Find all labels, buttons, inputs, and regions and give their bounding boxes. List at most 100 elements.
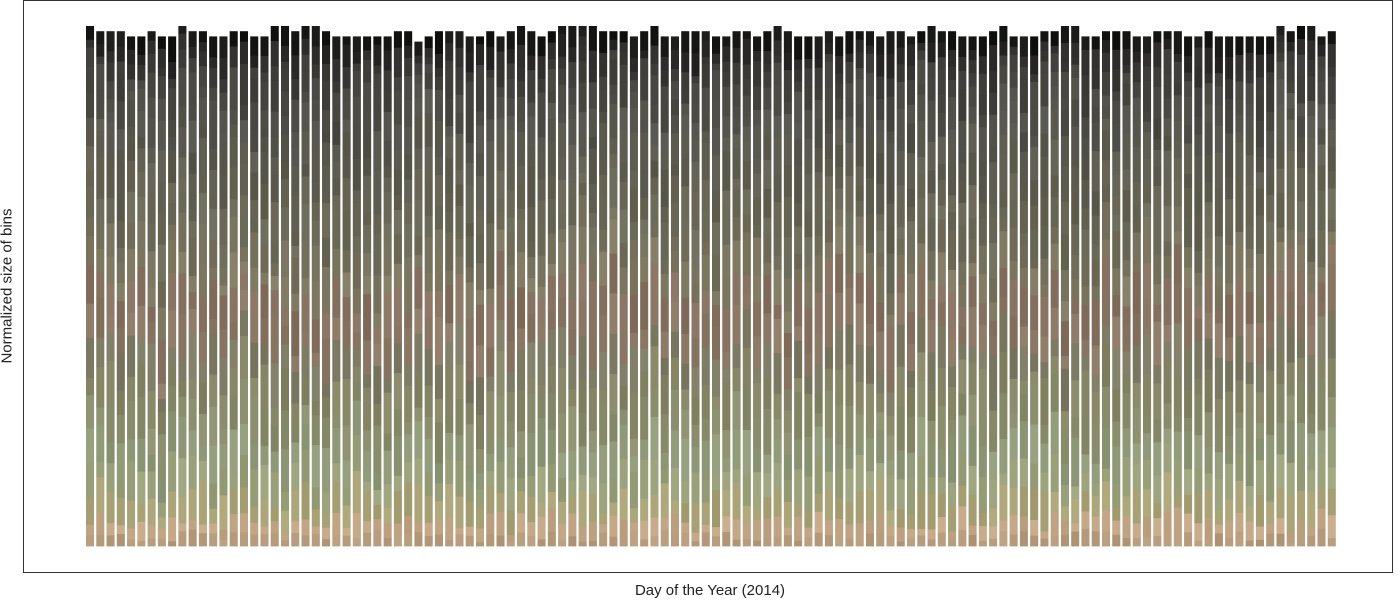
bar-segment <box>568 87 577 105</box>
bar-segment <box>773 26 782 41</box>
bar-segment <box>999 393 1008 440</box>
bar-segment <box>1112 446 1121 484</box>
bar-37 <box>455 31 464 547</box>
bar-segment <box>742 293 751 309</box>
bar-segment <box>958 89 967 121</box>
bar-segment <box>558 67 567 85</box>
bar-segment <box>1286 530 1295 543</box>
bar-segment <box>393 76 402 92</box>
bar-segment <box>865 177 874 216</box>
bar-segment <box>280 206 290 241</box>
bar-segment <box>404 482 413 517</box>
bar-segment <box>106 62 115 82</box>
bar-segment <box>414 74 423 84</box>
bar-segment <box>106 332 115 361</box>
bar-segment <box>629 507 638 523</box>
bar-segment <box>414 457 423 485</box>
bar-segment <box>157 281 166 308</box>
bar-segment <box>250 151 259 173</box>
bar-segment <box>475 234 485 264</box>
bar-segment <box>434 316 443 366</box>
bar-segment <box>712 155 721 192</box>
bar-segment <box>629 107 638 133</box>
bar-segment <box>1194 182 1203 216</box>
bar-segment <box>445 158 454 193</box>
bar-segment <box>198 413 207 446</box>
bar-segment <box>937 94 946 114</box>
bar-segment <box>1122 351 1131 374</box>
bar-segment <box>763 159 772 190</box>
bar-segment <box>691 82 700 106</box>
bar-segment <box>660 169 669 207</box>
bar-segment <box>475 262 485 290</box>
bar-segment <box>322 142 331 167</box>
bar-segment <box>1153 321 1162 366</box>
bar-segment <box>198 382 207 415</box>
bar-segment <box>1163 341 1172 363</box>
bar-segment <box>1040 258 1049 285</box>
bar-segment <box>609 153 618 168</box>
bar-segment <box>455 364 464 400</box>
bar-segment <box>445 42 454 61</box>
bar-segment <box>650 177 659 195</box>
bar-segment <box>260 464 269 499</box>
bar-segment <box>1050 269 1059 308</box>
bar-segment <box>414 484 423 523</box>
bar-segment <box>558 326 567 369</box>
bar-segment <box>835 253 844 293</box>
bar-segment <box>896 478 905 510</box>
bar-segment <box>527 475 536 497</box>
bar-segment <box>968 184 977 218</box>
bar-segment <box>1214 509 1223 525</box>
bar-38 <box>465 36 474 547</box>
bar-segment <box>1091 375 1100 392</box>
bar-segment <box>1091 191 1100 216</box>
bar-segment <box>332 381 341 413</box>
bar-119 <box>1296 26 1306 547</box>
bar-segment <box>1235 54 1244 74</box>
bar-segment <box>1184 319 1193 348</box>
bar-segment <box>732 116 741 135</box>
bar-43 <box>517 26 526 547</box>
bar-segment <box>301 277 310 295</box>
bar-segment <box>691 283 700 303</box>
bar-segment <box>424 113 433 147</box>
bar-segment <box>701 130 710 143</box>
bar-segment <box>568 61 577 88</box>
bar-segment <box>1204 338 1213 370</box>
bar-segment <box>978 512 987 527</box>
bar-segment <box>958 144 967 163</box>
bar-segment <box>1245 248 1254 268</box>
bar-segment <box>547 68 556 92</box>
bar-segment <box>1255 362 1264 393</box>
bar-segment <box>96 89 105 104</box>
bar-segment <box>445 539 454 547</box>
bar-segment <box>178 212 187 253</box>
bar-segment <box>1327 396 1336 427</box>
bar-segment <box>506 217 515 234</box>
bar-segment <box>824 294 833 348</box>
bar-51 <box>599 31 608 547</box>
bar-segment <box>1225 36 1234 57</box>
bar-segment <box>229 513 238 533</box>
bar-segment <box>650 227 659 238</box>
bar-segment <box>948 49 957 67</box>
bar-segment <box>445 192 454 212</box>
bar-segment <box>742 275 751 294</box>
bar-segment <box>609 59 618 85</box>
bar-segment <box>629 221 638 241</box>
bar-segment <box>322 538 331 547</box>
bar-segment <box>640 371 649 397</box>
bar-segment <box>1112 49 1121 70</box>
bar-segment <box>168 36 177 63</box>
bar-segment <box>1307 59 1316 77</box>
bar-segment <box>876 369 885 394</box>
bar-segment <box>1184 494 1193 514</box>
bar-42 <box>506 31 515 547</box>
bar-segment <box>568 46 577 63</box>
bar-segment <box>640 99 649 121</box>
bar-segment <box>363 212 372 226</box>
bar-segment <box>1266 130 1275 159</box>
bar-segment <box>517 121 526 132</box>
bar-segment <box>845 211 854 241</box>
